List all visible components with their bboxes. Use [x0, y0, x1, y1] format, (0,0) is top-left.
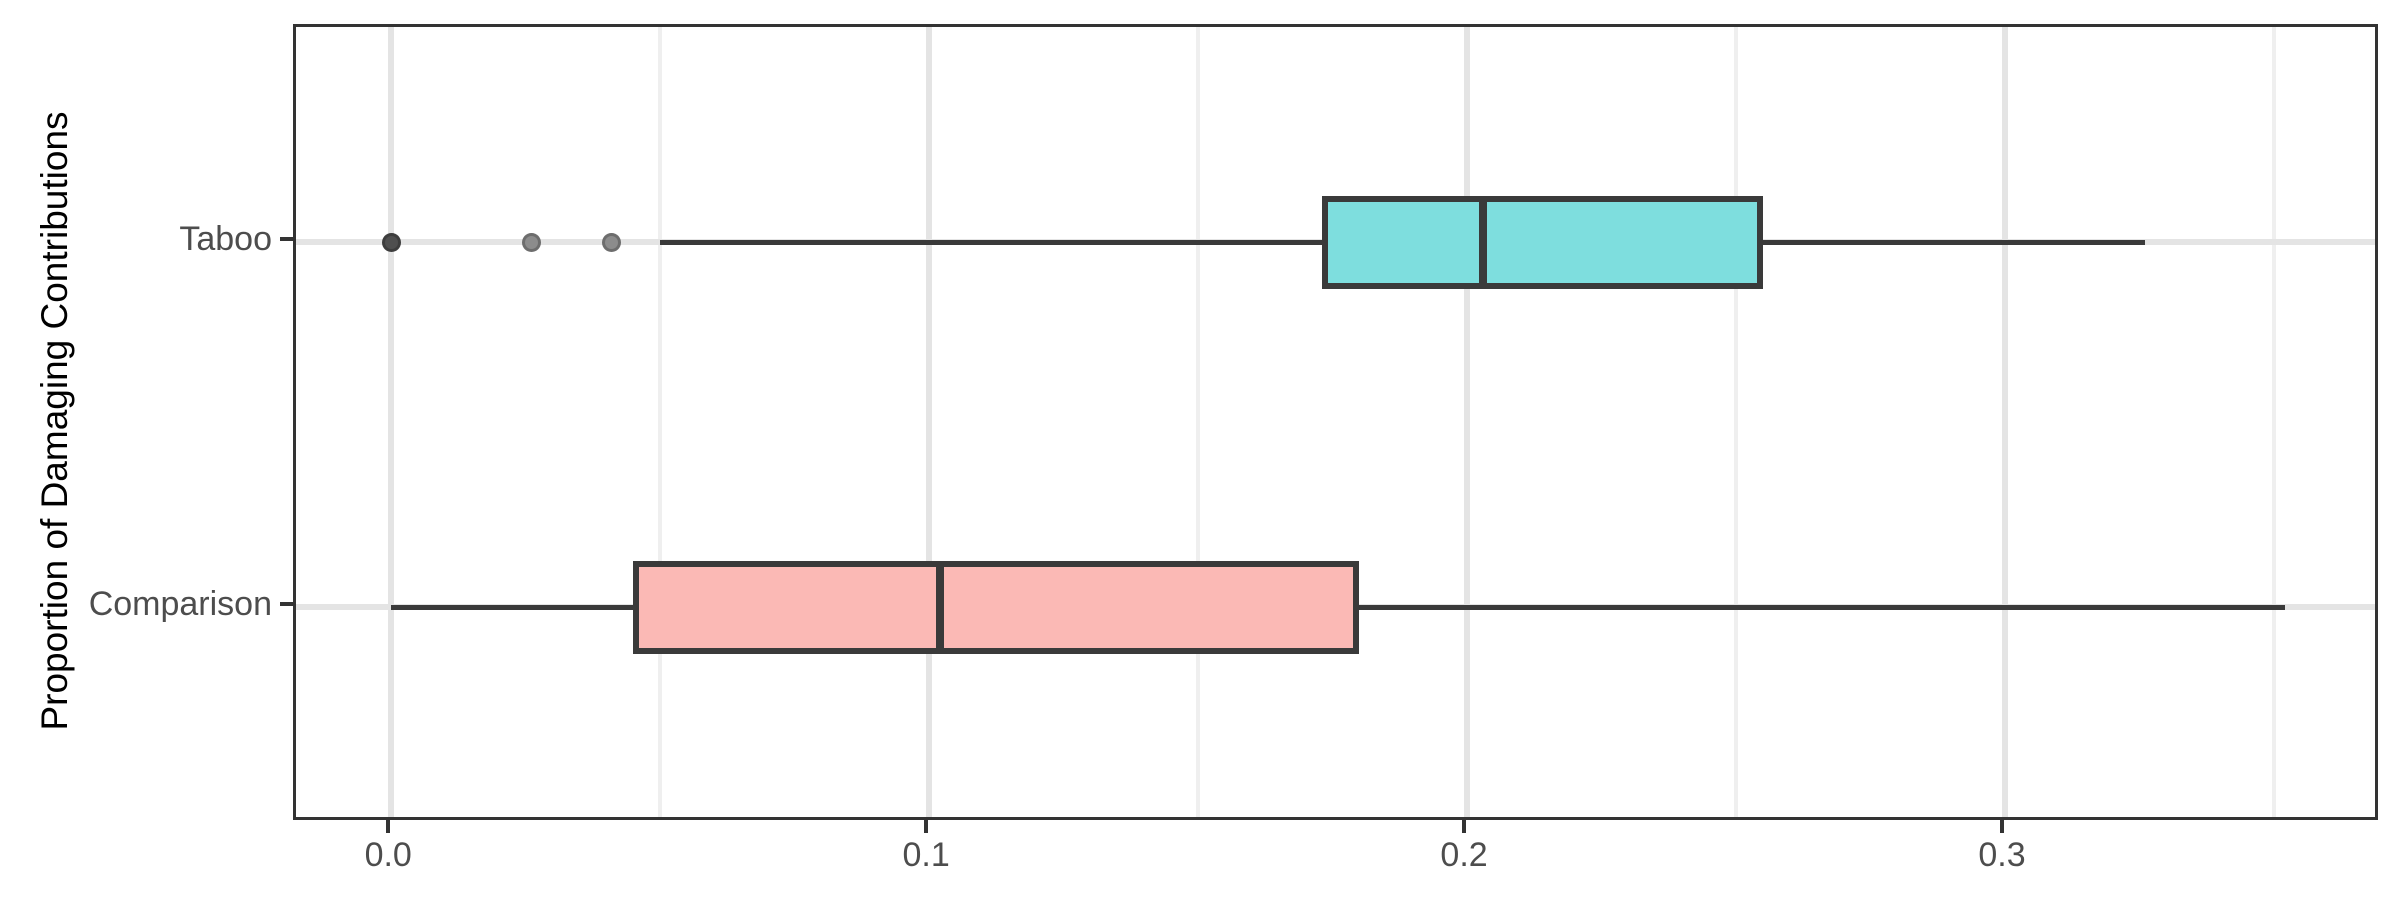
taboo-outlier-point	[381, 232, 401, 252]
taboo-lower-whisker	[660, 240, 1322, 245]
category-label-comparison: Comparison	[88, 585, 272, 623]
taboo-outlier-point	[602, 232, 622, 252]
gridline-major-vertical	[926, 27, 933, 817]
taboo-upper-whisker	[1762, 240, 2145, 245]
taboo-box	[1321, 195, 1763, 289]
comparison-lower-whisker	[391, 605, 634, 610]
x-axis-tick	[1462, 820, 1467, 833]
taboo-median-line	[1479, 195, 1488, 289]
taboo-outlier-point	[521, 232, 541, 252]
category-label-taboo: Taboo	[179, 220, 272, 258]
x-axis-tick	[386, 820, 391, 833]
x-tick-label: 0.0	[364, 836, 412, 874]
comparison-upper-whisker	[1359, 605, 2285, 610]
y-axis-tick	[280, 602, 293, 606]
gridline-minor-vertical	[658, 27, 663, 817]
x-axis-tick	[1999, 820, 2004, 833]
gridline-minor-vertical	[1734, 27, 1739, 817]
y-axis-title: Proportion of Damaging Contributions	[34, 111, 75, 731]
plot-panel	[293, 24, 2378, 820]
y-axis-tick	[280, 237, 293, 241]
gridline-major-vertical	[388, 27, 395, 817]
comparison-box	[633, 560, 1360, 654]
gridline-major-vertical	[2001, 27, 2008, 817]
gridline-minor-vertical	[1196, 27, 1201, 817]
comparison-median-line	[935, 560, 944, 654]
x-tick-label: 0.2	[1440, 836, 1488, 874]
x-tick-label: 0.3	[1978, 836, 2026, 874]
x-tick-label: 0.1	[902, 836, 950, 874]
gridline-minor-vertical	[2271, 27, 2276, 817]
x-axis-tick	[924, 820, 929, 833]
gridline-major-vertical	[1464, 27, 1471, 817]
